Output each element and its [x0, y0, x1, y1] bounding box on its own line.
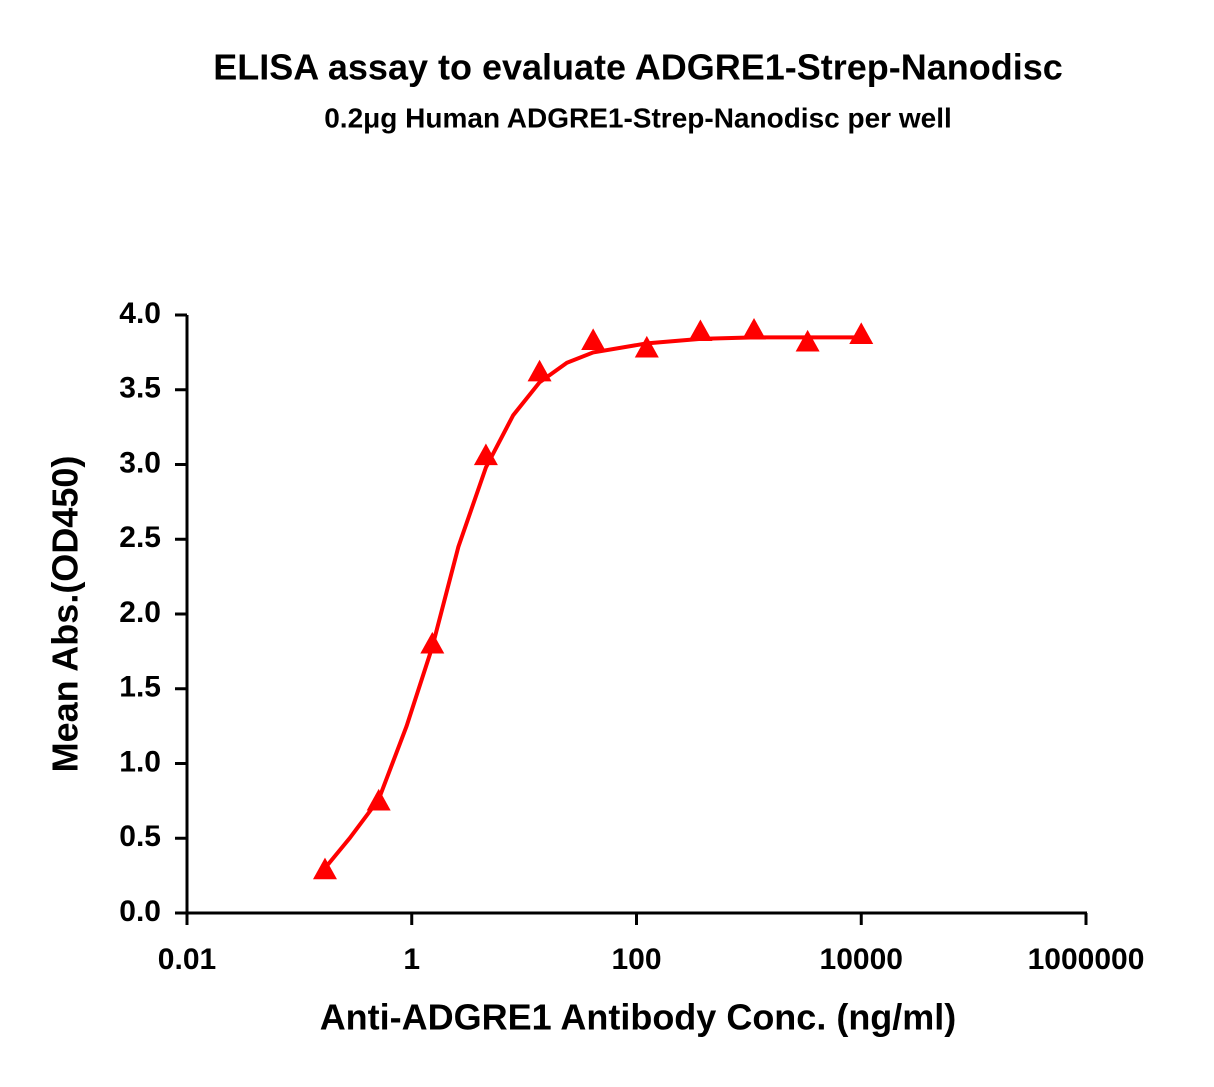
y-tick-label: 0.0 [119, 895, 161, 928]
data-point [420, 631, 445, 654]
x-tick-label: 0.01 [158, 943, 216, 976]
y-tick-label: 0.5 [119, 820, 161, 853]
y-axis-label: Mean Abs.(OD450) [45, 456, 86, 773]
x-tick-label: 1000000 [1028, 943, 1145, 976]
data-point [742, 317, 767, 340]
data-point [312, 857, 337, 880]
y-tick-label: 3.0 [119, 446, 161, 479]
x-tick-label: 100 [611, 943, 661, 976]
fit-curve [323, 335, 862, 870]
data-point [581, 328, 606, 351]
data-point [473, 443, 498, 466]
y-tick-label: 3.5 [119, 372, 161, 405]
data-point [527, 359, 552, 382]
chart-subtitle: 0.2μg Human ADGRE1-Strep-Nanodisc per we… [324, 102, 952, 133]
y-tick-label: 1.5 [119, 671, 161, 704]
x-tick-label: 10000 [820, 943, 903, 976]
x-axis-label: Anti-ADGRE1 Antibody Conc. (ng/ml) [320, 997, 957, 1038]
y-tick-label: 1.0 [119, 745, 161, 778]
y-tick-label: 2.5 [119, 521, 161, 554]
data-point [688, 319, 713, 342]
chart-title: ELISA assay to evaluate ADGRE1-Strep-Nan… [213, 47, 1063, 88]
x-tick-label: 1 [403, 943, 420, 976]
y-tick-label: 4.0 [119, 297, 161, 330]
data-point [849, 322, 874, 345]
y-tick-label: 2.0 [119, 596, 161, 629]
data-point [366, 788, 391, 811]
data-point [795, 329, 820, 352]
data-point [634, 335, 659, 358]
